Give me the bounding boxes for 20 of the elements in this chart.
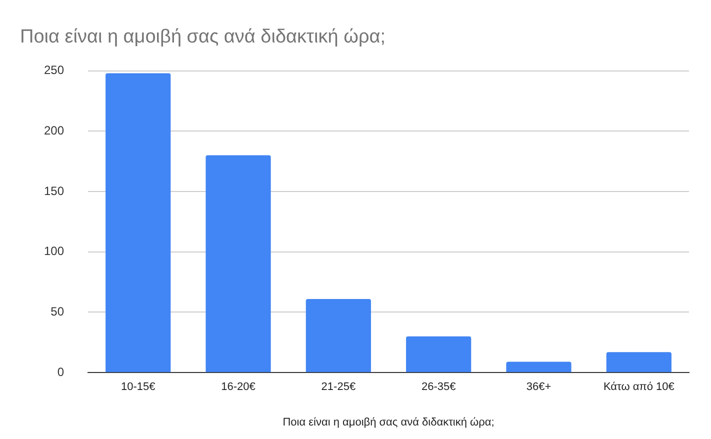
- x-tick-label: 36€+: [526, 381, 552, 394]
- y-tick-label: 200: [44, 123, 64, 138]
- x-tick-label: 16-20€: [221, 381, 256, 394]
- bar: [506, 362, 572, 372]
- x-tick-label: 26-35€: [421, 381, 456, 394]
- bar: [406, 336, 472, 372]
- y-tick-label: 100: [44, 244, 64, 258]
- x-axis-title: Ποια είναι η αμοιβή σας ανά διδακτική ώρα;: [282, 416, 494, 428]
- y-tick-label: 150: [44, 184, 64, 198]
- bar: [206, 155, 271, 372]
- y-tick-label: 50: [50, 304, 64, 319]
- bar: [106, 73, 171, 372]
- x-tick-label: 10-15€: [120, 381, 156, 394]
- chart-title: Ποια είναι η αμοιβή σας ανά διδακτική ώρα;: [20, 26, 386, 48]
- y-tick-label: 0: [57, 364, 64, 379]
- bar: [606, 352, 672, 372]
- x-tick-label: Κάτω από 10€: [603, 381, 674, 394]
- bar: [306, 298, 371, 372]
- y-tick-label: 250: [44, 63, 64, 78]
- x-tick-label: 21-25€: [321, 381, 356, 394]
